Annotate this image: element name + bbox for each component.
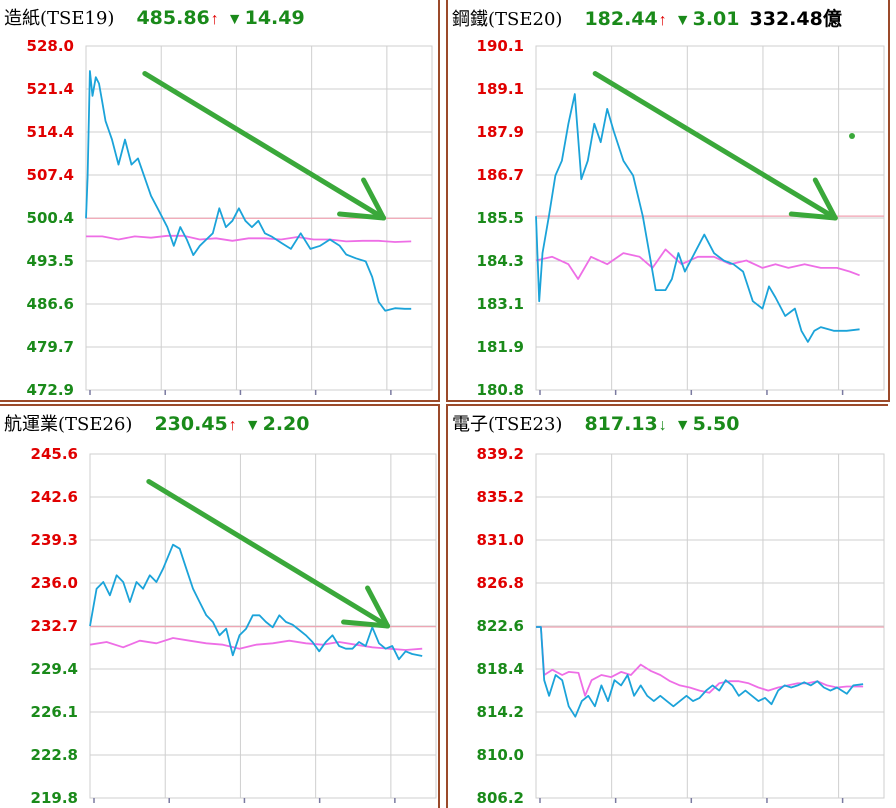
average-price-line [86,234,412,243]
trend-arrow-head [361,177,387,221]
chart-header: 鋼鐵(TSE20) 182.44 ↑ ▼ 3.01 332.48億 [452,4,842,32]
index-change: 5.50 [692,413,740,435]
y-tick-label: 514.4 [27,123,74,141]
chart-panel-paper: 造紙(TSE19) 485.86 ↑ ▼ 14.49 528.0 521.4 514.4 507… [0,0,440,402]
index-name: 鋼鐵(TSE20) [452,9,563,30]
index-price: 230.45 [154,413,228,435]
y-tick-label: 187.9 [477,123,524,141]
y-tick-label: 826.8 [477,574,524,592]
y-tick-label: 835.2 [477,488,524,506]
y-tick-label: 810.0 [477,746,524,764]
down-arrow-icon: ↓ [658,417,667,434]
up-arrow-icon: ↑ [228,417,237,434]
index-name: 造紙(TSE19) [4,8,115,29]
y-tick-label: 822.6 [477,617,524,635]
y-tick-label: 229.4 [31,660,78,678]
y-tick-label: 183.1 [477,295,524,313]
index-price: 485.86 [136,7,210,29]
y-tick-label: 181.9 [477,338,524,356]
y-tick-label: 507.4 [27,166,74,184]
up-arrow-icon: ↑ [210,11,219,28]
index-price-line [535,93,860,343]
average-price-line [89,637,423,651]
index-name: 航運業(TSE26) [4,414,133,435]
y-tick-label: 232.7 [31,617,78,635]
y-tick-label: 189.1 [477,80,524,98]
index-price-line [536,626,864,718]
y-tick-label: 222.8 [31,746,78,764]
y-tick-label: 500.4 [27,209,74,227]
y-tick-label: 472.9 [27,381,74,399]
y-tick-label: 818.4 [477,660,524,678]
y-tick-label: 521.4 [27,80,74,98]
index-change: 14.49 [244,7,305,29]
trend-arrow-head [812,177,838,221]
chart-canvas: 245.6 242.6 239.3 236.0 232.7 229.4 226.1 222.8… [31,445,437,807]
down-triangle-icon: ▼ [674,12,691,29]
down-triangle-icon: ▼ [244,417,261,434]
y-tick-label: 239.3 [31,531,78,549]
y-tick-label: 185.5 [477,209,524,227]
trend-arrow-shaft [146,479,391,629]
marker-dot [849,133,855,139]
up-arrow-icon: ↑ [658,12,667,29]
y-tick-label: 493.5 [27,252,74,270]
y-tick-label: 190.1 [477,37,524,55]
trend-arrow-head [341,619,391,629]
y-tick-label: 184.3 [477,252,524,270]
chart-header: 造紙(TSE19) 485.86 ↑ ▼ 14.49 [4,4,305,32]
trend-arrow-shaft [142,71,387,221]
average-price-line [536,626,864,697]
index-price-line [85,70,412,312]
trend-arrow-head [365,585,391,629]
trade-volume: 332.48億 [749,8,842,30]
trend-arrow-shaft [592,71,838,221]
index-change: 3.01 [692,8,740,30]
y-tick-label: 219.8 [31,789,78,807]
index-name: 電子(TSE23) [452,414,563,435]
down-triangle-icon: ▼ [674,417,691,434]
chart-canvas: 839.2 835.2 831.0 826.8 822.6 818.4 814.2 810.0… [477,445,885,807]
trend-arrow-head [788,211,838,221]
y-tick-label: 806.2 [477,789,524,807]
index-price: 182.44 [584,8,658,30]
down-triangle-icon: ▼ [226,11,243,28]
y-tick-label: 180.8 [477,381,524,399]
chart-header: 電子(TSE23) 817.13 ↓ ▼ 5.50 [452,410,740,438]
y-tick-label: 236.0 [31,574,78,592]
y-tick-label: 245.6 [31,445,78,463]
chart-canvas: 528.0 521.4 514.4 507.4 500.4 493.5 486.6 479.7… [27,37,433,399]
chart-panel-electronics: 電子(TSE23) 817.13 ↓ ▼ 5.50 839.2 835.2 831.0 826.… [446,404,888,808]
chart-canvas: 190.1 189.1 187.9 186.7 185.5 184.3 183.1 181.9… [477,37,885,399]
y-tick-label: 528.0 [27,37,74,55]
y-tick-label: 486.6 [27,295,74,313]
y-tick-label: 242.6 [31,488,78,506]
average-price-line [535,248,860,280]
index-price-line [89,543,423,661]
chart-header: 航運業(TSE26) 230.45 ↑ ▼ 2.20 [4,410,310,438]
index-change: 2.20 [262,413,310,435]
chart-panel-shipping: 航運業(TSE26) 230.45 ↑ ▼ 2.20 245.6 242.6 239.3 236… [0,404,440,808]
index-price: 817.13 [584,413,658,435]
y-tick-label: 186.7 [477,166,524,184]
y-tick-label: 226.1 [31,703,78,721]
y-tick-label: 831.0 [477,531,524,549]
y-tick-label: 839.2 [477,445,524,463]
chart-panel-steel: 鋼鐵(TSE20) 182.44 ↑ ▼ 3.01 332.48億 190.1 189.1 18… [446,0,890,402]
y-tick-label: 814.2 [477,703,524,721]
y-tick-label: 479.7 [27,338,74,356]
trend-arrow-head [337,211,387,221]
